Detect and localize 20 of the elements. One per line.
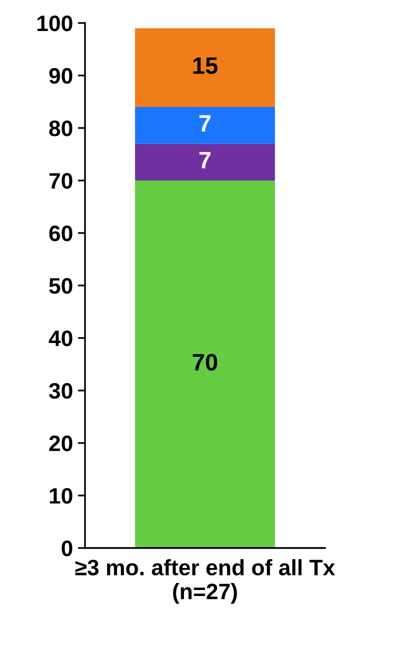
y-tick-label: 90 — [49, 68, 72, 84]
y-tick-label: 40 — [48, 330, 72, 346]
bar — [135, 144, 275, 180]
data-label: 7 — [199, 152, 211, 168]
y-tick-label: 20 — [49, 436, 72, 452]
bar — [135, 180, 275, 548]
y-tick-label: 100 — [38, 16, 72, 32]
y-tick-label: 70 — [49, 173, 72, 189]
y-tick-label: 0 — [62, 540, 72, 556]
x-tick-label: ≥3 mo. after end of all Tx (n=27) — [75, 559, 336, 604]
y-tick-label: 80 — [49, 120, 72, 136]
data-label: 15 — [193, 57, 218, 74]
y-tick-label: 50 — [49, 278, 72, 294]
y-tick-label: 30 — [48, 383, 72, 399]
y-tick-label: 10 — [50, 488, 72, 504]
y-tick-label: 60 — [49, 226, 72, 242]
data-label: 7 — [199, 115, 211, 132]
bar — [135, 107, 275, 144]
data-label: 70 — [192, 354, 218, 371]
bar — [135, 28, 275, 107]
